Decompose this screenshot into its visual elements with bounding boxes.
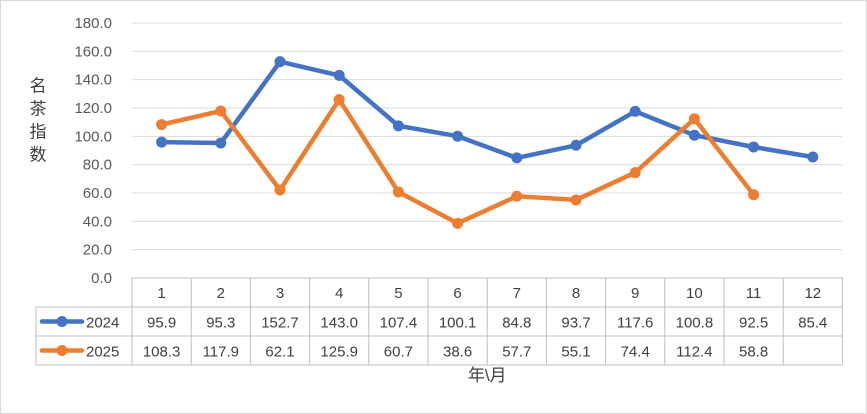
data-label: 125.9 bbox=[320, 344, 358, 361]
series-line bbox=[159, 97, 756, 226]
data-label: 58.8 bbox=[739, 344, 768, 361]
x-tick-label: 9 bbox=[631, 285, 639, 302]
data-point bbox=[570, 139, 582, 151]
legend-marker bbox=[56, 345, 68, 356]
legend-label: 2025 bbox=[86, 344, 119, 361]
y-tick-label: 80.0 bbox=[83, 157, 112, 174]
data-point bbox=[688, 129, 700, 141]
data-label: 152.7 bbox=[261, 315, 299, 332]
data-label: 93.7 bbox=[561, 315, 590, 332]
data-label: 95.9 bbox=[147, 315, 176, 332]
data-point bbox=[156, 136, 168, 148]
data-label: 92.5 bbox=[739, 315, 768, 332]
data-label: 143.0 bbox=[320, 315, 358, 332]
data-point bbox=[511, 152, 523, 164]
legend-label: 2024 bbox=[86, 315, 119, 332]
data-label: 95.3 bbox=[206, 315, 235, 332]
data-label: 38.6 bbox=[443, 344, 472, 361]
series-lines bbox=[156, 56, 819, 229]
data-label: 57.7 bbox=[502, 344, 531, 361]
x-tick-label: 4 bbox=[335, 285, 343, 302]
data-label: 100.8 bbox=[676, 315, 714, 332]
data-label: 85.4 bbox=[798, 315, 827, 332]
data-point bbox=[333, 69, 345, 81]
x-axis-title: 年\月 bbox=[468, 366, 507, 385]
data-point bbox=[215, 105, 227, 117]
data-point bbox=[748, 141, 760, 153]
data-label: 60.7 bbox=[384, 344, 413, 361]
y-tick-label: 180.0 bbox=[74, 15, 112, 32]
data-point bbox=[807, 151, 819, 163]
y-tick-label: 0.0 bbox=[91, 270, 112, 287]
x-tick-label: 8 bbox=[572, 285, 580, 302]
data-label: 112.4 bbox=[676, 344, 712, 361]
data-label: 55.1 bbox=[561, 344, 590, 361]
y-tick-label: 60.0 bbox=[83, 185, 112, 202]
y-tick-label: 100.0 bbox=[74, 128, 112, 145]
data-point bbox=[156, 119, 168, 131]
legend-marker bbox=[56, 316, 68, 327]
x-tick-label: 7 bbox=[513, 285, 521, 302]
x-tick-label: 11 bbox=[746, 285, 762, 302]
y-tick-label: 40.0 bbox=[83, 213, 112, 230]
data-point bbox=[452, 130, 464, 142]
x-tick-label: 12 bbox=[804, 285, 821, 302]
x-tick-label: 1 bbox=[157, 285, 165, 302]
gridlines bbox=[132, 22, 843, 251]
data-point bbox=[570, 194, 582, 206]
data-point bbox=[511, 190, 523, 202]
data-point bbox=[688, 113, 700, 125]
data-label: 107.4 bbox=[380, 315, 418, 332]
series-line bbox=[159, 59, 816, 161]
data-point bbox=[748, 189, 760, 201]
data-point bbox=[333, 94, 345, 106]
x-tick-label: 2 bbox=[217, 285, 225, 302]
y-tick-labels: 0.0 20.0 40.0 60.0 80.0 100.0 120.0 140.0 160.0 1… bbox=[74, 15, 112, 287]
x-tick-label: 10 bbox=[686, 285, 703, 302]
data-point bbox=[274, 184, 286, 196]
data-point bbox=[452, 217, 464, 229]
data-label: 117.9 bbox=[203, 344, 239, 361]
data-label: 62.1 bbox=[265, 344, 294, 361]
data-point bbox=[215, 137, 227, 149]
data-label: 84.8 bbox=[502, 315, 531, 332]
data-label: 74.4 bbox=[621, 344, 650, 361]
y-tick-label: 160.0 bbox=[74, 43, 112, 60]
y-tick-label: 140.0 bbox=[74, 72, 112, 89]
data-point bbox=[274, 56, 286, 68]
y-axis-title: 名茶指数 bbox=[30, 77, 47, 165]
y-tick-label: 120.0 bbox=[74, 100, 112, 117]
data-point bbox=[629, 167, 641, 179]
y-tick-label: 20.0 bbox=[83, 242, 112, 259]
data-label: 100.1 bbox=[439, 315, 477, 332]
data-label: 108.3 bbox=[143, 344, 181, 361]
data-point bbox=[629, 105, 641, 117]
data-point bbox=[392, 186, 404, 198]
data-point bbox=[392, 120, 404, 132]
x-tick-label: 3 bbox=[276, 285, 284, 302]
x-tick-label: 6 bbox=[453, 285, 461, 302]
data-label: 117.6 bbox=[617, 315, 653, 332]
x-tick-label: 5 bbox=[394, 285, 402, 302]
